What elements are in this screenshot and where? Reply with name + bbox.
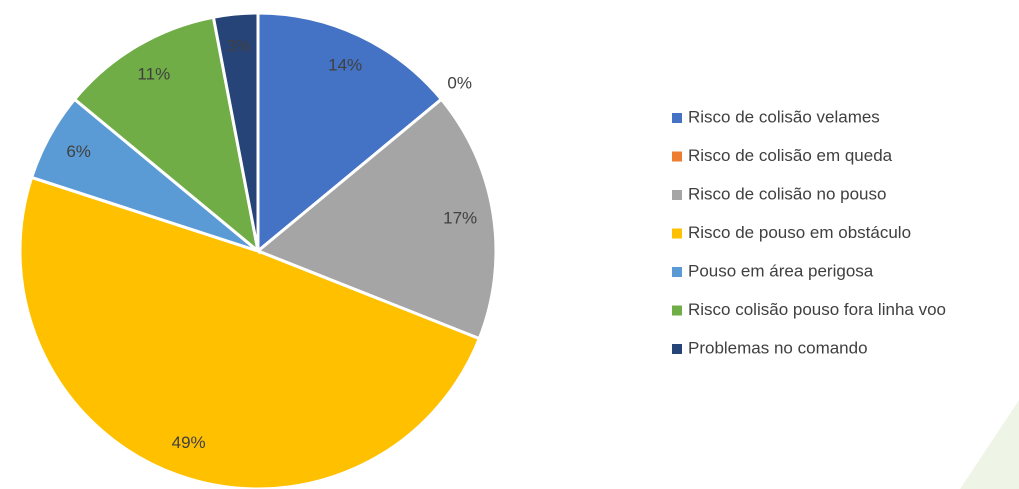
legend-label: Risco de colisão em queda [688,146,893,165]
legend-label: Risco de colisão no pouso [688,184,886,203]
legend-label: Risco de pouso em obstáculo [688,223,911,242]
legend-swatch [672,151,682,162]
data-label: 49% [172,433,206,452]
data-label: 0% [447,74,472,93]
pie [18,11,498,489]
pie-slice [18,175,482,489]
pie-slice [255,97,498,341]
legend-swatch [672,305,682,316]
pie-slice [72,15,261,255]
legend-swatch [672,113,682,123]
data-label: 6% [66,142,91,161]
legend-swatch [672,344,682,354]
data-label: 11% [137,64,170,83]
legend-swatch [672,228,682,239]
legend-swatch [672,267,682,277]
pie-slice [256,11,444,255]
legend-label: Risco de colisão velames [688,107,880,126]
legend-label: Risco colisão pouso fora linha voo [688,300,946,319]
data-label: 3% [226,37,251,56]
legend: Risco de colisão velames Risco de colisão… [672,107,946,357]
pie-slice [211,11,260,252]
data-label: 17% [443,208,477,227]
data-label: 14% [328,55,362,74]
decoration [960,400,1019,489]
legend-label: Pouso em área perigosa [688,261,874,280]
legend-swatch [672,190,682,200]
legend-label: Problemas no comando [688,338,868,357]
